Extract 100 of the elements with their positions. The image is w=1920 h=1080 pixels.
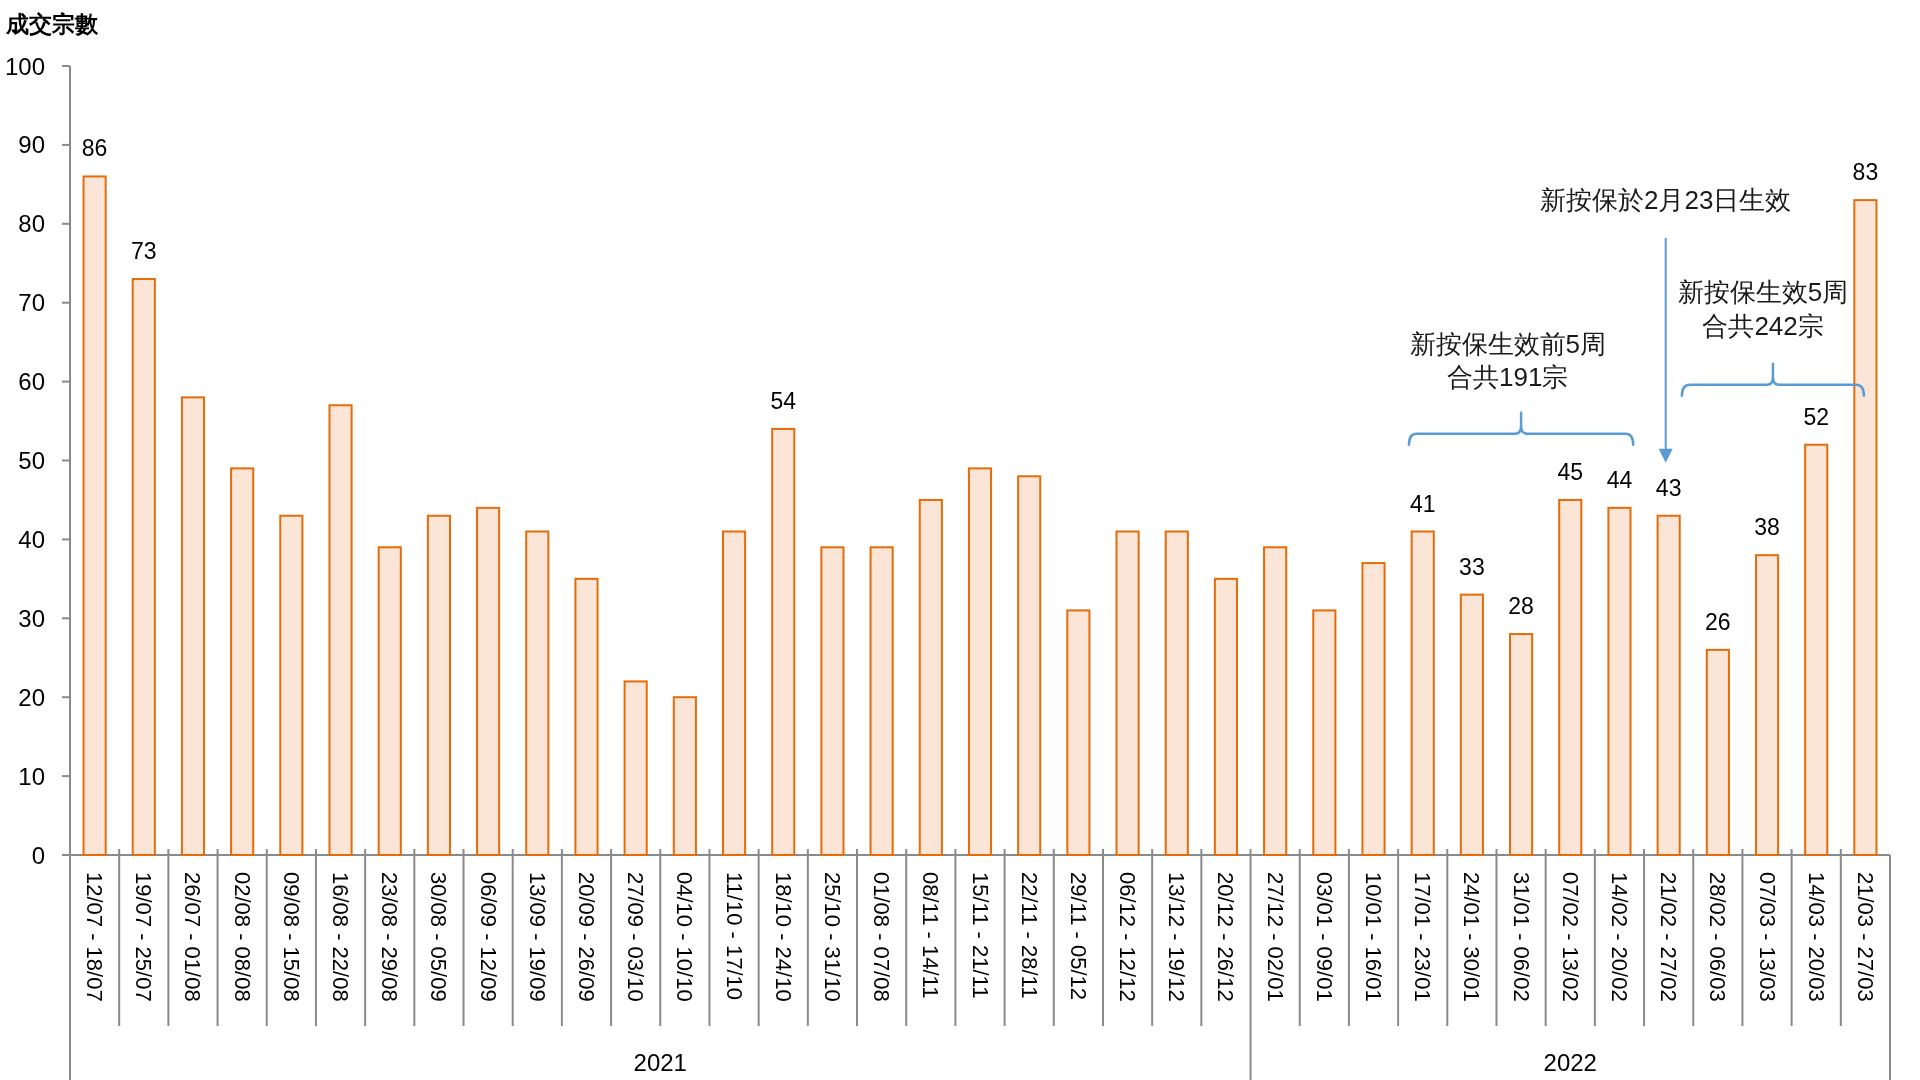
text: 2021	[633, 1048, 687, 1076]
x-tick-label: 06/12 - 12/12	[1115, 872, 1141, 1002]
annotation: 新按保生效5周	[1677, 276, 1849, 307]
y-tick-label: 90	[18, 131, 45, 159]
bar	[918, 498, 943, 856]
data-label: 28	[1508, 593, 1534, 620]
data-label: 44	[1606, 466, 1633, 493]
bar	[1361, 562, 1386, 856]
x-tick-label: 20/12 - 26/12	[1213, 872, 1239, 1002]
x-tick-label: 15/11 - 21/11	[967, 872, 993, 999]
bar	[1066, 609, 1091, 856]
bar	[1558, 498, 1583, 856]
bar	[82, 175, 107, 856]
bar	[1853, 199, 1878, 856]
x-tick-label: 31/01 - 06/02	[1508, 872, 1534, 1002]
bar	[623, 680, 648, 856]
x-tick-label: 23/08 - 29/08	[377, 872, 403, 1002]
bar	[1017, 475, 1042, 856]
bar	[180, 396, 206, 856]
y-tick-label: 100	[4, 52, 45, 80]
bar	[1607, 506, 1632, 856]
x-tick-label: 19/07 - 25/07	[131, 872, 157, 1002]
data-label: 38	[1754, 514, 1780, 541]
x-tick-label: 10/01 - 16/01	[1361, 872, 1387, 1002]
bar	[525, 530, 550, 856]
bar	[1705, 648, 1730, 856]
bar	[230, 467, 255, 856]
bar	[1213, 577, 1239, 856]
x-tick-label: 02/08 - 08/08	[229, 872, 255, 1002]
x-tick-label: 14/03 - 20/03	[1803, 872, 1829, 1002]
y-tick-label: 10	[18, 762, 45, 790]
data-label: 83	[1852, 159, 1879, 186]
annotation: 新按保於2月23日生效	[1540, 185, 1792, 216]
x-tick-label: 22/11 - 28/11	[1016, 872, 1042, 999]
x-tick-label: 30/08 - 05/09	[426, 872, 452, 1002]
y-tick-label: 40	[18, 525, 45, 553]
x-tick-label: 01/08 - 07/08	[869, 872, 895, 1002]
x-tick-label: 09/08 - 15/08	[278, 872, 304, 1002]
x-tick-label: 04/10 - 10/10	[672, 872, 698, 1002]
data-label: 26	[1705, 608, 1731, 635]
bar	[1754, 554, 1780, 856]
x-tick-label: 24/01 - 30/01	[1459, 872, 1485, 1002]
bar	[1312, 609, 1337, 856]
y-tick-label: 50	[18, 447, 45, 474]
x-tick-label: 06/09 - 12/09	[475, 872, 501, 1002]
x-tick-label: 14/02 - 20/02	[1606, 872, 1632, 1002]
bar	[328, 404, 353, 856]
x-tick-label: 07/02 - 13/02	[1557, 872, 1583, 1002]
bar	[1410, 530, 1435, 856]
bar	[771, 427, 796, 856]
y-tick-label: 30	[18, 604, 45, 632]
y-tick-label: 70	[18, 289, 45, 317]
data-label: 54	[770, 387, 797, 414]
x-tick-label: 27/09 - 03/10	[623, 872, 649, 1002]
bar	[1164, 530, 1189, 856]
x-tick-label: 28/02 - 06/03	[1705, 872, 1731, 1002]
y-axis-title: 成交宗數	[5, 11, 99, 37]
annotation: 合共191宗	[1447, 361, 1569, 392]
bar	[967, 467, 993, 856]
x-tick-label: 18/10 - 24/10	[770, 872, 796, 1002]
bar	[1656, 514, 1681, 856]
bar	[476, 506, 501, 856]
bar	[869, 546, 894, 856]
x-tick-label: 26/07 - 01/08	[180, 872, 206, 1002]
y-tick-label: 0	[31, 841, 45, 869]
bar	[1804, 443, 1829, 856]
bar	[131, 278, 156, 856]
bar	[1459, 593, 1484, 856]
bar	[672, 696, 697, 856]
x-tick-label: 13/09 - 19/09	[524, 872, 550, 1002]
y-tick-label: 80	[18, 210, 45, 238]
text: 2022	[1543, 1048, 1597, 1076]
bar	[426, 514, 451, 856]
x-tick-label: 17/01 - 23/01	[1410, 872, 1436, 1002]
data-label: 45	[1557, 458, 1584, 485]
x-tick-label: 21/02 - 27/02	[1656, 872, 1682, 1002]
data-label: 33	[1459, 553, 1485, 580]
x-tick-label: 11/10 - 17/10	[721, 872, 747, 1001]
data-label: 86	[81, 135, 108, 162]
annotation: 新按保生效前5周	[1409, 328, 1607, 359]
x-tick-label: 29/11 - 05/12	[1065, 872, 1091, 1001]
bar	[1509, 633, 1534, 856]
bar	[1263, 546, 1288, 856]
y-tick-label: 60	[18, 368, 45, 396]
data-label: 73	[130, 238, 157, 265]
x-tick-label: 21/03 - 27/03	[1852, 872, 1878, 1002]
x-tick-label: 27/12 - 02/01	[1262, 872, 1288, 1002]
annotation: 合共242宗	[1702, 311, 1824, 342]
x-tick-label: 20/09 - 26/09	[573, 872, 599, 1002]
bar	[377, 546, 402, 856]
x-tick-label: 07/03 - 13/03	[1754, 872, 1780, 1002]
x-tick-label: 13/12 - 19/12	[1164, 872, 1190, 1002]
data-label: 43	[1655, 474, 1682, 501]
x-tick-label: 08/11 - 14/11	[918, 872, 944, 999]
x-tick-label: 03/01 - 09/01	[1311, 872, 1337, 1002]
data-label: 41	[1409, 490, 1436, 517]
x-tick-label: 25/10 - 31/10	[819, 872, 845, 1002]
data-label: 52	[1803, 403, 1830, 430]
bar	[820, 546, 845, 856]
bar	[279, 514, 304, 856]
